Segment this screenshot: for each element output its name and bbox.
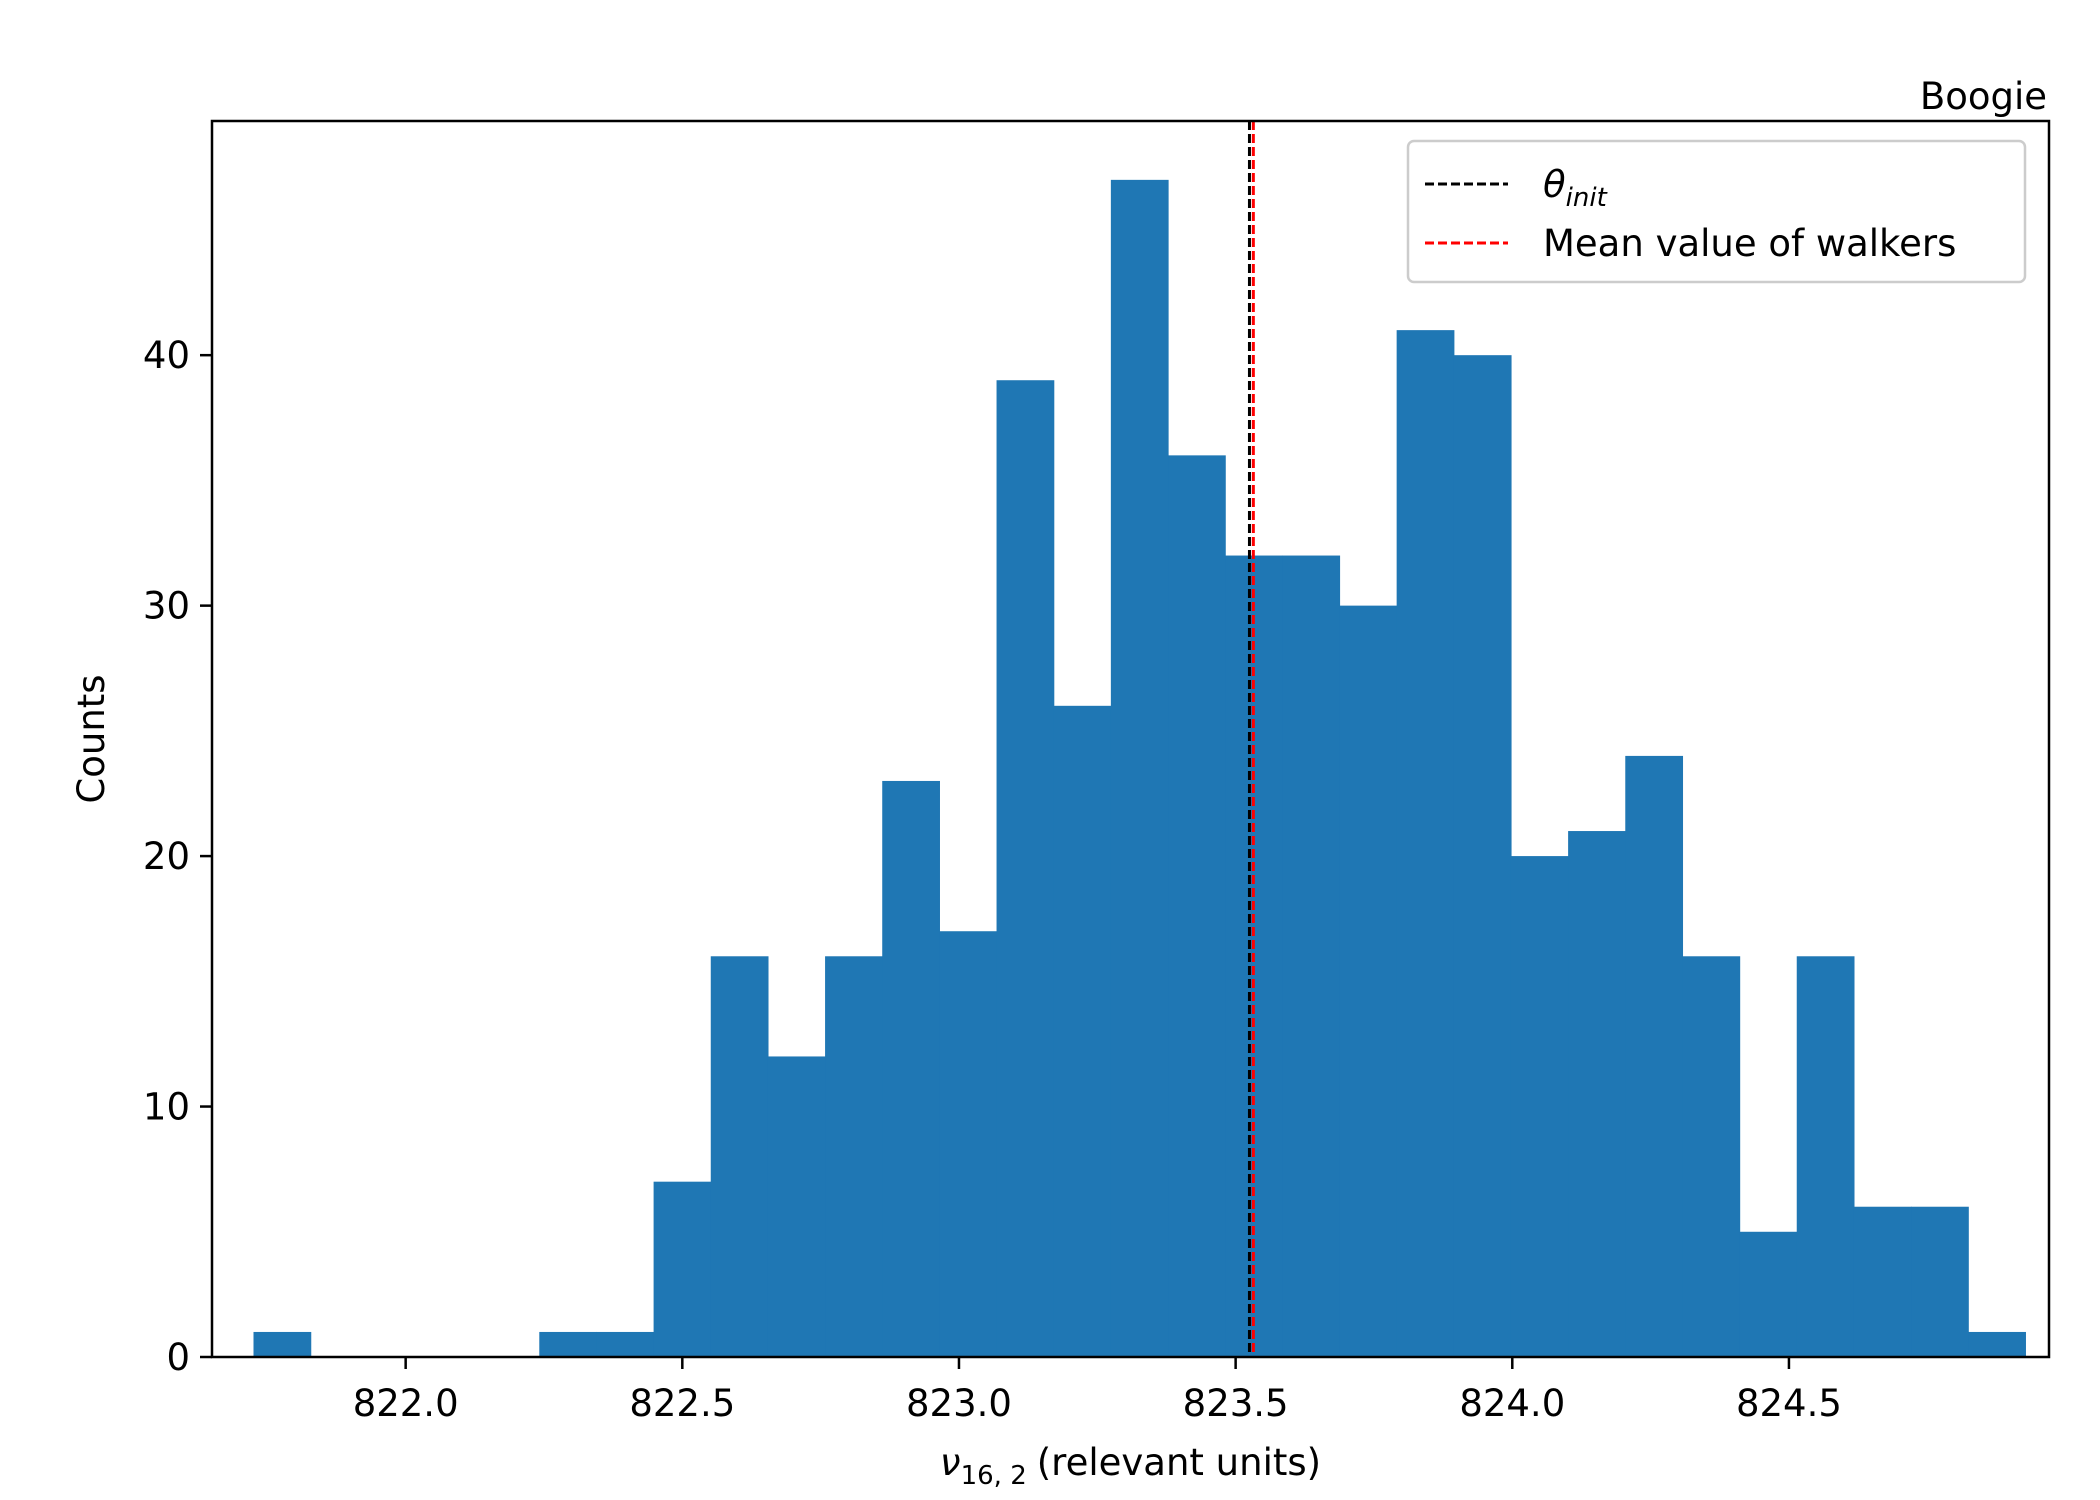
histogram-bar	[825, 956, 883, 1357]
histogram-bar	[596, 1331, 655, 1357]
histogram-bar	[1568, 831, 1626, 1357]
histogram-bar	[996, 380, 1055, 1357]
reference-lines	[1247, 121, 1255, 1357]
legend-label-theta-init: θinit	[1543, 163, 1608, 213]
x-axis-ticks: 822.0 822.5 823.0 823.5 824.0 824.5	[353, 1357, 1842, 1425]
histogram-bar	[939, 931, 998, 1357]
plot-frame	[210, 119, 2051, 1359]
x-axis-symbol: ν	[940, 1441, 961, 1484]
legend-box	[1406, 139, 2027, 284]
x-tick-label: 822.5	[629, 1382, 735, 1425]
x-tick-label: 822.0	[353, 1382, 459, 1425]
x-axis-subscript: 16, 2	[961, 1461, 1027, 1491]
histogram-bars	[253, 179, 2026, 1358]
histogram-bar	[710, 956, 769, 1357]
y-axis-label: Counts	[70, 674, 113, 803]
histogram-bar	[882, 780, 940, 1357]
chart-title: Boogie	[1920, 75, 2047, 118]
histogram-bar	[1168, 455, 1226, 1358]
histogram-bar	[1625, 755, 1684, 1357]
histogram-bar	[1739, 1231, 1798, 1357]
x-tick-label: 824.5	[1736, 1382, 1842, 1425]
histogram-bar	[1796, 956, 1855, 1357]
histogram-bar	[1510, 856, 1569, 1357]
histogram-bar	[1110, 179, 1169, 1357]
x-axis-units: (relevant units)	[1037, 1441, 1321, 1484]
y-tick-label: 30	[143, 585, 190, 628]
x-tick-label: 824.0	[1459, 1382, 1565, 1425]
histogram-bar	[1339, 605, 1398, 1357]
histogram-bar	[1911, 1206, 1969, 1357]
histogram-bar	[1682, 956, 1741, 1357]
histogram-bar	[1853, 1206, 1912, 1357]
y-tick-label: 20	[143, 835, 190, 878]
histogram-bar	[653, 1181, 712, 1357]
y-tick-label: 0	[166, 1336, 190, 1379]
y-axis-ticks: 0 10 20 30 40	[143, 334, 212, 1379]
legend: θinit Mean value of walkers	[1406, 139, 2027, 284]
histogram-bar	[767, 1056, 826, 1357]
histogram-bar	[253, 1331, 312, 1357]
x-tick-label: 823.5	[1183, 1382, 1289, 1425]
x-tick-label: 823.0	[906, 1382, 1012, 1425]
y-tick-label: 40	[143, 334, 190, 377]
histogram-bar	[1282, 555, 1341, 1357]
histogram-bar	[1453, 355, 1512, 1358]
histogram-bar	[1968, 1331, 2026, 1357]
legend-label-mean: Mean value of walkers	[1543, 222, 1956, 265]
histogram-bar	[539, 1331, 598, 1357]
y-tick-label: 10	[143, 1086, 190, 1129]
legend-theta-symbol: θ	[1543, 163, 1566, 206]
x-axis-label: ν16, 2 (relevant units)	[940, 1441, 1321, 1491]
histogram-bar	[1053, 705, 1112, 1357]
legend-theta-subscript: init	[1566, 183, 1608, 213]
histogram-bar	[1396, 330, 1455, 1357]
